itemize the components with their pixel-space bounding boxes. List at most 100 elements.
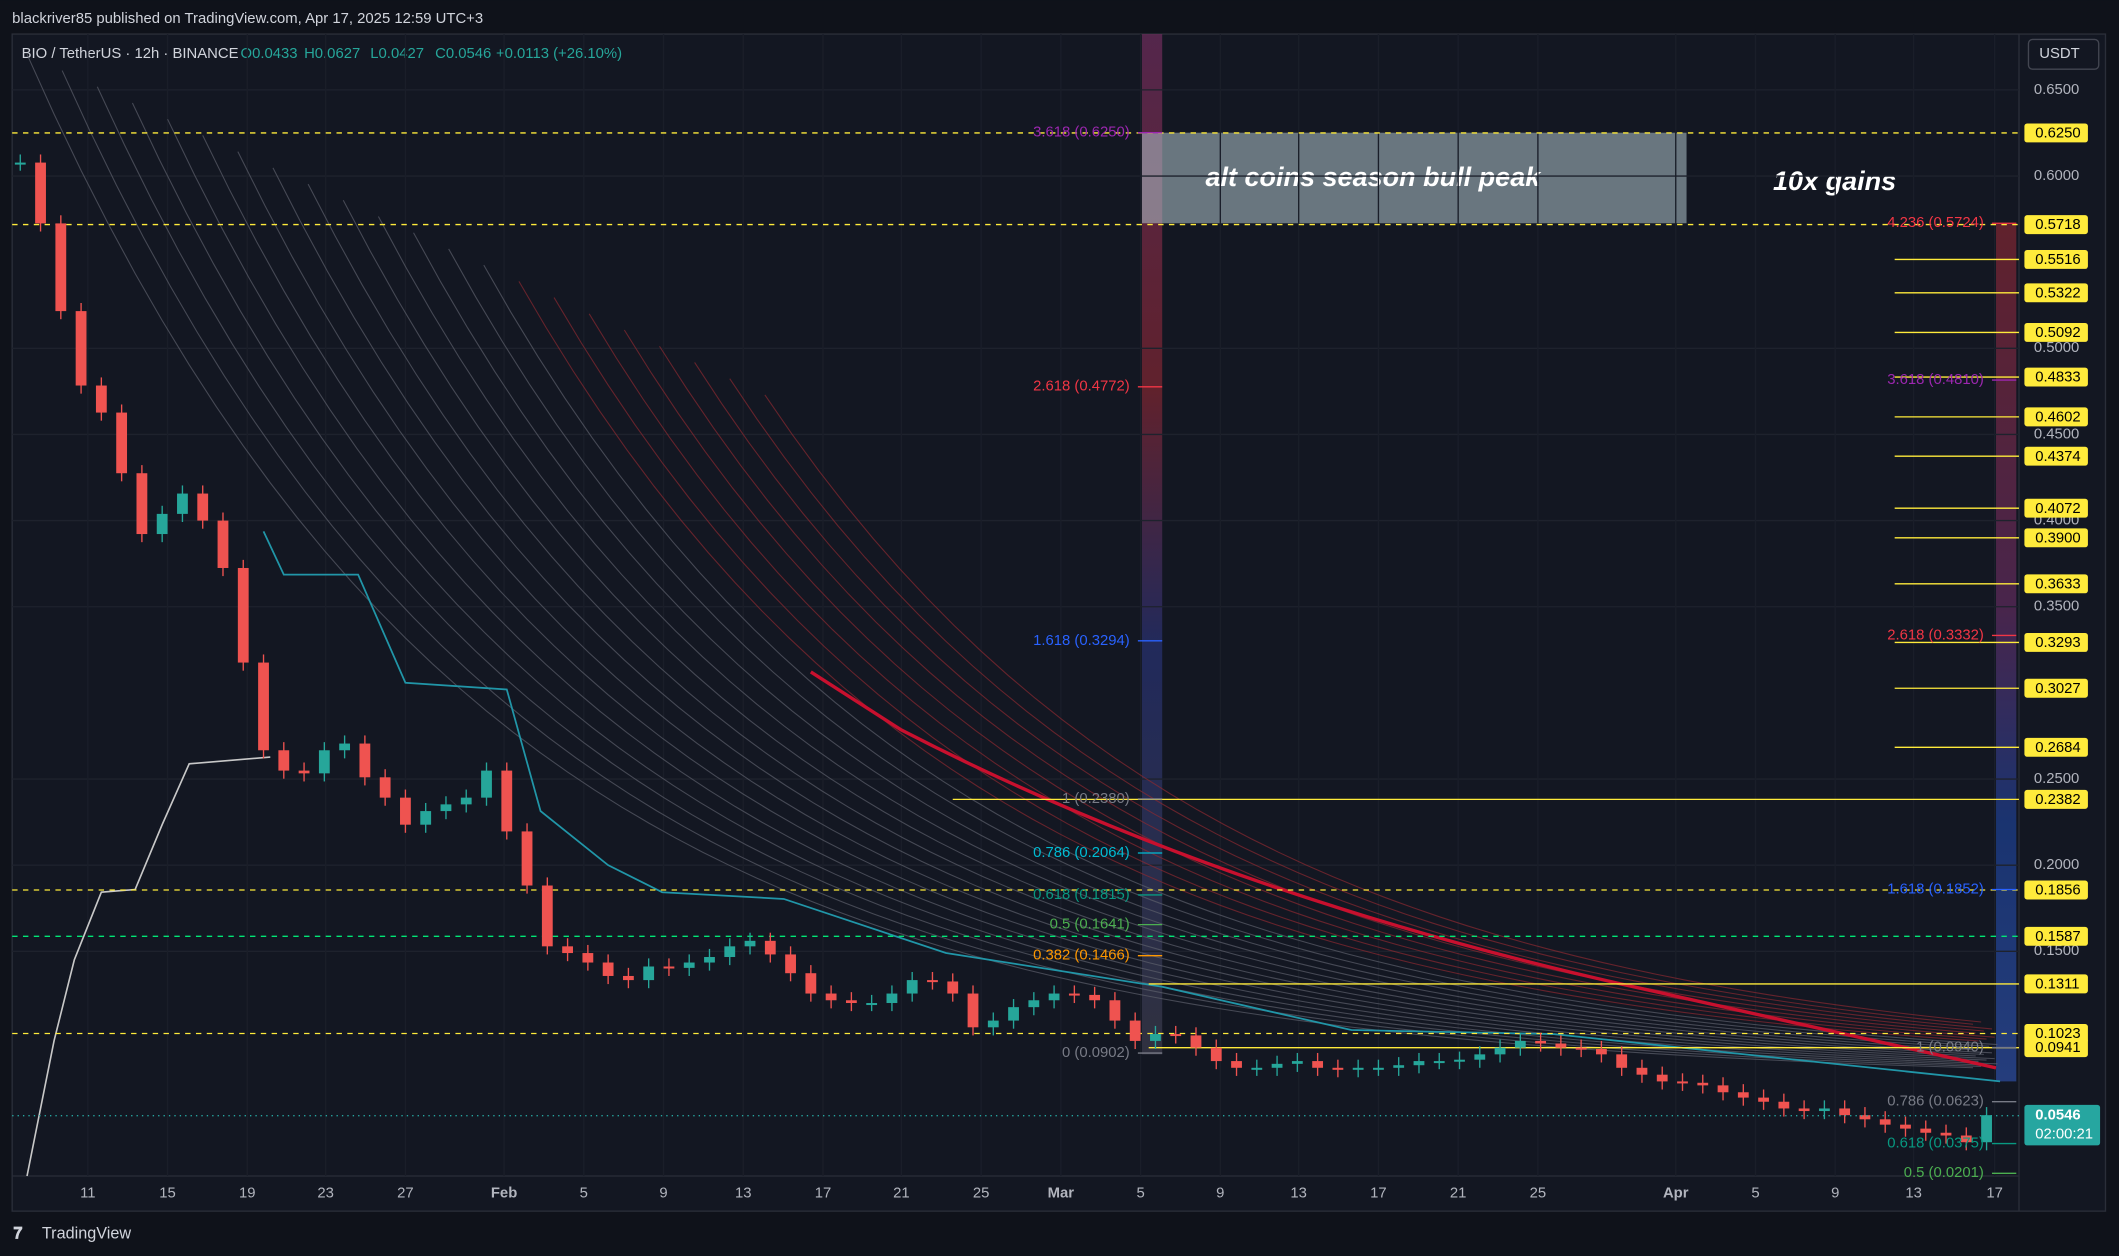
fib-band — [1996, 223, 2017, 1082]
candle — [1150, 1034, 1161, 1041]
level-badge — [2024, 283, 2088, 303]
candle — [1879, 1119, 1891, 1125]
candle — [1048, 993, 1060, 1001]
fan-curve — [237, 151, 1995, 1060]
candle — [1190, 1035, 1202, 1048]
currency: USDT — [2039, 46, 2079, 62]
level-label: 0.4374 — [2035, 449, 2080, 465]
candle — [947, 981, 959, 994]
candle — [1454, 1059, 1465, 1062]
candle — [318, 750, 330, 774]
fib-label: 1 (0.0940) — [1916, 1040, 1984, 1056]
level-label: 0.5516 — [2035, 252, 2080, 268]
candle — [217, 520, 229, 568]
candle — [1596, 1049, 1607, 1055]
x-tick-label: 11 — [80, 1185, 95, 1201]
candle — [521, 831, 533, 886]
level-label: 0.0941 — [2035, 1040, 2080, 1056]
level-badge — [2024, 974, 2088, 994]
candle — [1717, 1085, 1729, 1093]
fib-label: 0.5 (0.1641) — [1050, 917, 1130, 933]
level-badge — [2024, 498, 2088, 518]
candle — [1312, 1061, 1324, 1068]
x-tick-label: 9 — [1831, 1185, 1839, 1201]
level-label: 0.6250 — [2035, 126, 2080, 142]
level-label: 0.4833 — [2035, 370, 2080, 386]
level-badge — [2024, 678, 2088, 698]
candle — [1068, 993, 1080, 996]
fib-label: 0.382 (0.1466) — [1033, 948, 1130, 964]
fan-curve — [413, 232, 1982, 1049]
annotation-box — [1141, 132, 1687, 224]
candle — [724, 946, 736, 958]
fib-label: 0.618 (0.0375) — [1887, 1135, 1984, 1151]
x-tick-label: Apr — [1663, 1185, 1689, 1201]
candle — [1433, 1061, 1445, 1064]
level-badge — [2024, 1038, 2088, 1058]
candle — [1839, 1108, 1851, 1116]
fan-curve — [729, 378, 1974, 1025]
candle — [582, 953, 594, 963]
candle — [460, 797, 472, 805]
x-tick-label: 27 — [397, 1185, 414, 1201]
x-tick-label: 13 — [735, 1185, 752, 1201]
fib-label: 1.618 (0.3294) — [1033, 633, 1130, 649]
candle — [339, 743, 351, 751]
ohlc-value: H0.0627 — [304, 46, 360, 62]
footer-brand: TradingView — [42, 1224, 131, 1242]
annotation: alt coins season bull peak — [1205, 162, 1542, 192]
x-tick-label: 9 — [1216, 1185, 1224, 1201]
last-price-label: 0.0546 — [2035, 1108, 2080, 1124]
fan-curve — [483, 264, 1998, 1046]
candle — [1008, 1007, 1019, 1021]
level-badge — [2024, 528, 2088, 548]
candle — [177, 493, 188, 514]
candle — [481, 770, 492, 798]
candle — [927, 980, 938, 983]
y-tick-label: 0.5000 — [2034, 340, 2079, 356]
candle — [1535, 1040, 1547, 1044]
candle — [704, 957, 715, 963]
candle — [1778, 1101, 1790, 1109]
candle — [258, 662, 269, 751]
fib-label: 3.618 (0.4810) — [1887, 372, 1984, 388]
y-tick-label: 0.6500 — [2034, 82, 2079, 98]
candle — [420, 811, 432, 825]
fan-curve — [448, 248, 1990, 1047]
fib-label: 3.618 (0.6250) — [1033, 125, 1130, 141]
x-tick-label: 17 — [815, 1185, 832, 1201]
fan-curve — [26, 54, 1974, 1069]
candle — [1109, 1000, 1121, 1021]
candle — [156, 513, 168, 535]
fan-curve — [342, 200, 1992, 1054]
x-tick-label: 5 — [1751, 1185, 1759, 1201]
candle — [1251, 1067, 1263, 1070]
x-tick-label: 13 — [1290, 1185, 1307, 1201]
y-tick-label: 0.1500 — [2034, 943, 2079, 959]
y-tick-label: 0.2500 — [2034, 771, 2079, 787]
candle — [1818, 1108, 1830, 1112]
level-label: 0.3633 — [2035, 576, 2080, 592]
candle — [1616, 1054, 1628, 1068]
fan-curve — [623, 329, 1976, 1034]
level-label: 0.5718 — [2035, 217, 2080, 233]
candle — [1373, 1067, 1384, 1070]
fan-curve — [202, 135, 1987, 1061]
candle — [1089, 994, 1101, 1001]
candle — [1474, 1054, 1486, 1060]
level-badge — [2024, 323, 2088, 342]
candle — [1920, 1128, 1932, 1133]
candle — [785, 954, 796, 974]
candle — [1291, 1061, 1303, 1064]
x-tick-label: 17 — [1370, 1185, 1387, 1201]
candle — [1575, 1047, 1587, 1050]
candle — [14, 162, 26, 165]
candle — [1900, 1124, 1911, 1129]
fan-curve — [61, 70, 1982, 1067]
y-tick-label: 0.6000 — [2034, 168, 2079, 184]
candle — [845, 1000, 857, 1004]
y-tick-label: 0.3500 — [2034, 599, 2079, 615]
fib-label: 1 (0.2380) — [1062, 791, 1130, 807]
